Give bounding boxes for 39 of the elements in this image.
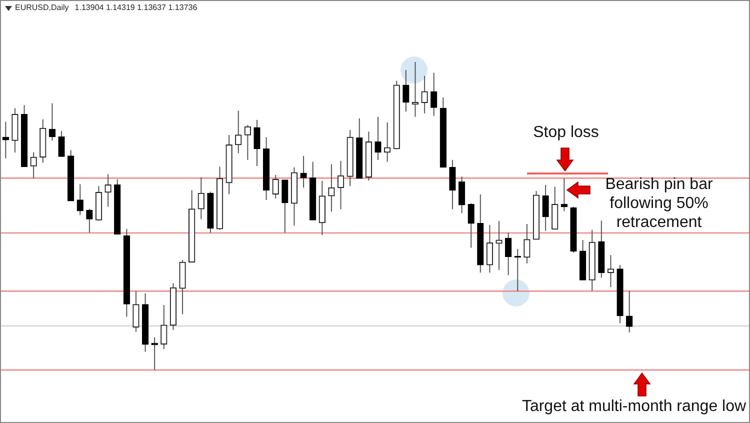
candlestick bbox=[104, 174, 112, 208]
candlestick bbox=[496, 220, 502, 270]
candlestick bbox=[235, 110, 242, 154]
candlestick bbox=[468, 202, 474, 248]
candlestick bbox=[160, 304, 168, 350]
chart-subtitle: 1.13904 1.14319 1.13637 1.13736 bbox=[74, 3, 198, 12]
candlestick bbox=[607, 254, 614, 288]
candlestick bbox=[244, 124, 252, 160]
candlestick bbox=[505, 232, 512, 276]
annotation: Stop loss bbox=[532, 123, 600, 142]
candlestick bbox=[282, 179, 288, 234]
text: Target at multi-month range low bbox=[520, 397, 748, 416]
candlestick bbox=[486, 224, 494, 274]
candlestick bbox=[132, 290, 140, 332]
candlestick bbox=[374, 116, 382, 160]
candlestick bbox=[300, 155, 307, 188]
candlestick bbox=[626, 290, 633, 333]
candlestick bbox=[402, 70, 410, 112]
chart-title: EURUSD,Daily bbox=[15, 3, 69, 12]
candlestick bbox=[151, 336, 158, 370]
candlestick bbox=[337, 160, 344, 210]
candlestick bbox=[254, 119, 260, 167]
candlestick bbox=[328, 164, 335, 212]
candlestick bbox=[430, 72, 438, 116]
candlestick bbox=[272, 174, 279, 199]
candlestick bbox=[86, 208, 93, 234]
candlestick bbox=[30, 152, 37, 179]
candlestick bbox=[198, 176, 204, 220]
annotation: Bearish pin bar following 50% retracement bbox=[604, 175, 714, 232]
candlestick bbox=[58, 130, 65, 158]
candlestick bbox=[2, 121, 9, 159]
candlestick bbox=[449, 159, 456, 210]
candlestick bbox=[48, 102, 56, 142]
candlestick bbox=[524, 224, 530, 264]
candlestick bbox=[542, 184, 549, 232]
candlestick bbox=[76, 184, 84, 216]
candlestick bbox=[458, 176, 466, 214]
candlestick bbox=[421, 75, 428, 114]
candlestick bbox=[552, 186, 558, 230]
